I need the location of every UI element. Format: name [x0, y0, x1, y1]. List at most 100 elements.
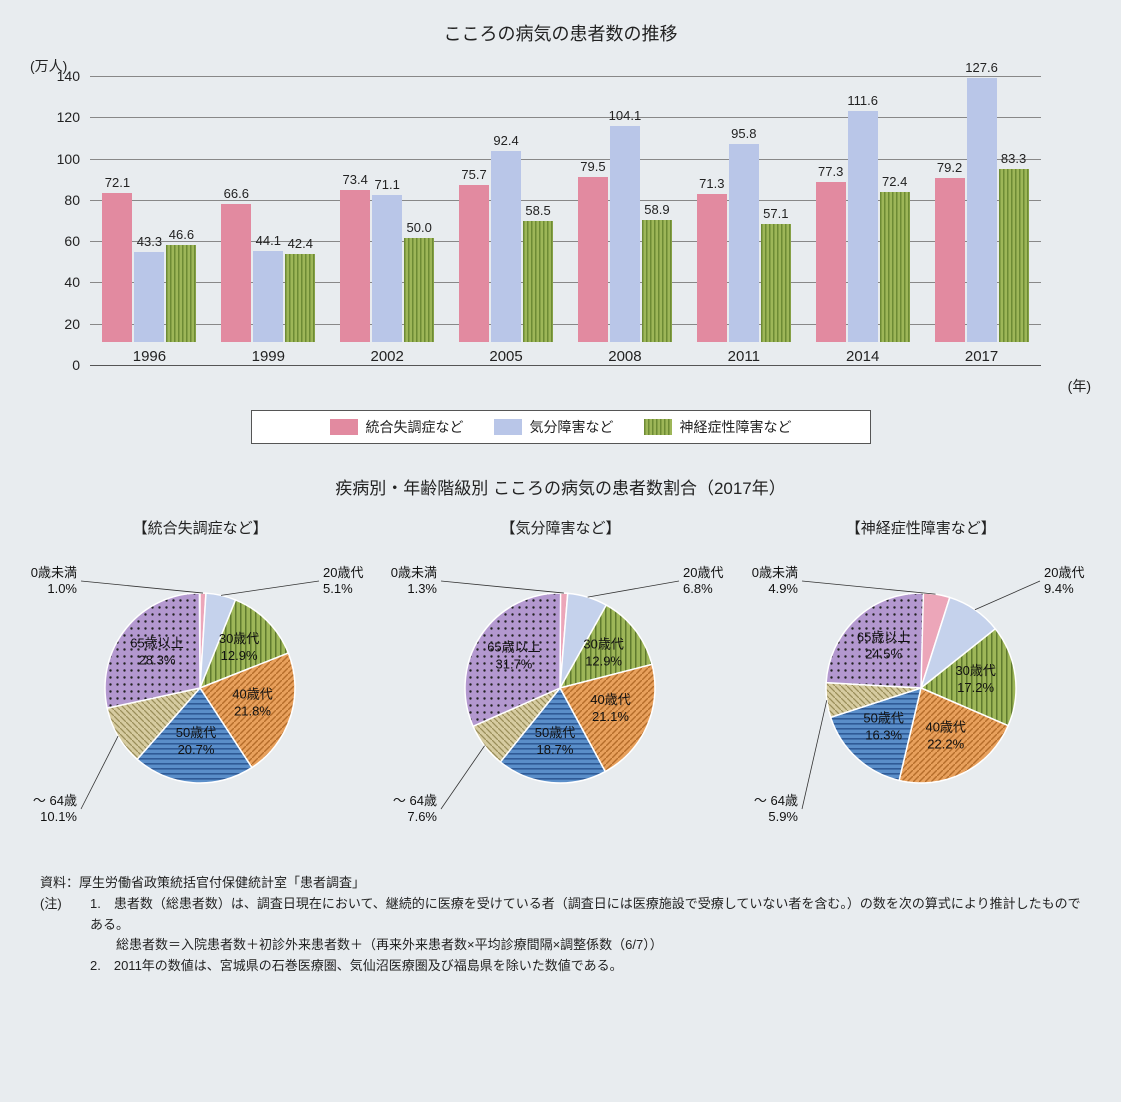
pie-label: 16.3%	[865, 728, 902, 743]
x-tick: 2014	[813, 348, 913, 365]
x-tick: 2005	[456, 348, 556, 365]
pie-label: 50歳代	[176, 725, 216, 740]
pie-label: 7.6%	[408, 809, 438, 824]
bar-value: 104.1	[609, 108, 642, 123]
bar-group: 72.143.346.61996	[100, 52, 200, 365]
bar: 95.8	[729, 144, 759, 342]
pie-label: 50歳代	[863, 711, 903, 726]
bar-value: 58.9	[644, 202, 669, 217]
note-line: 1. 患者数（総患者数）は、調査日現在において、継続的に医療を受けている者（調査…	[90, 894, 1081, 936]
bar: 79.5	[578, 177, 608, 342]
bar: 72.4	[880, 192, 910, 342]
pie-label: 20歳代	[683, 565, 723, 580]
bar: 42.4	[285, 254, 315, 342]
bar: 92.4	[491, 151, 521, 342]
pie-label: 9.4%	[1044, 581, 1074, 596]
pie-label: 60 ～ 64歳	[390, 793, 437, 808]
bar: 44.1	[253, 251, 283, 342]
bar-value: 58.5	[525, 203, 550, 218]
bar-value: 42.4	[288, 236, 313, 251]
pie-title: 【統合失調症など】	[20, 517, 380, 538]
bar-value: 83.3	[1001, 151, 1026, 166]
x-tick: 2008	[575, 348, 675, 365]
pie-label: 40歳代	[591, 692, 631, 707]
bar: 104.1	[610, 126, 640, 342]
pie-chart: 【神経症性障害など】20歳未満4.9%20歳代9.4%30歳代17.2%40歳代…	[741, 517, 1101, 853]
legend-label: 統合失調症など	[366, 417, 464, 437]
pie-label: 18.7%	[537, 742, 574, 757]
pie-label: 21.8%	[234, 704, 271, 719]
pie-label: 10.1%	[40, 809, 77, 824]
bar-value: 73.4	[343, 172, 368, 187]
pie-label: 65歳以上	[857, 629, 910, 644]
bar-group: 66.644.142.41999	[218, 52, 318, 365]
pie-label: 28.3%	[139, 653, 176, 668]
pie-title: 【気分障害など】	[380, 517, 740, 538]
bar-legend: 統合失調症など 気分障害など 神経症性障害など	[251, 410, 871, 444]
bar: 83.3	[999, 169, 1029, 342]
x-tick: 1999	[218, 348, 318, 365]
bar-value: 43.3	[137, 234, 162, 249]
pie-label: 20歳代	[1044, 565, 1084, 580]
pie-label: 24.5%	[865, 646, 902, 661]
bar-value: 71.3	[699, 176, 724, 191]
pie-label: 20.7%	[178, 742, 215, 757]
legend-label: 神経症性障害など	[680, 417, 792, 437]
y-tick: 60	[40, 233, 80, 249]
bar-value: 46.6	[169, 227, 194, 242]
pie-label: 6.8%	[683, 581, 713, 596]
bar-value: 79.5	[580, 159, 605, 174]
bar: 127.6	[967, 78, 997, 342]
bar-value: 79.2	[937, 160, 962, 175]
bar-value: 72.1	[105, 175, 130, 190]
pie-label: 30歳代	[219, 631, 259, 646]
pie-label: 60 ～ 64歳	[30, 793, 77, 808]
note-header: (注)	[40, 894, 90, 977]
bar-value: 66.6	[224, 186, 249, 201]
pie-label: 60 ～ 64歳	[751, 793, 798, 808]
pie-label: 1.3%	[408, 581, 438, 596]
pie-label: 5.9%	[768, 809, 798, 824]
bar-value: 127.6	[965, 60, 998, 75]
legend-item: 神経症性障害など	[644, 417, 792, 437]
x-tick: 2002	[337, 348, 437, 365]
pie-label: 30歳代	[955, 663, 995, 678]
bar-value: 75.7	[461, 167, 486, 182]
bar: 71.1	[372, 195, 402, 342]
legend-item: 統合失調症など	[330, 417, 464, 437]
bar: 66.6	[221, 204, 251, 342]
pie-label: 50歳代	[535, 725, 575, 740]
bar-group: 73.471.150.02002	[337, 52, 437, 365]
legend-label: 気分障害など	[530, 417, 614, 437]
pie-label: 40歳代	[232, 687, 272, 702]
bar-chart-title: こころの病気の患者数の推移	[20, 20, 1101, 46]
legend-swatch	[644, 419, 672, 435]
y-tick: 120	[40, 109, 80, 125]
bar-group: 79.2127.683.32017	[932, 52, 1032, 365]
pie-label: 17.2%	[957, 680, 994, 695]
y-tick: 100	[40, 151, 80, 167]
pie-section-title: 疾病別・年齢階級別 こころの病気の患者数割合（2017年）	[20, 474, 1101, 499]
y-tick: 80	[40, 192, 80, 208]
bar-group: 71.395.857.12011	[694, 52, 794, 365]
bar-value: 92.4	[493, 133, 518, 148]
legend-item: 気分障害など	[494, 417, 614, 437]
bar-value: 57.1	[763, 206, 788, 221]
bar-value: 111.6	[847, 93, 878, 108]
bar-group: 77.3 111.6 72.4 2014	[813, 52, 913, 365]
bar-group: 79.5104.158.92008	[575, 52, 675, 365]
pie-label: 20歳未満	[751, 565, 798, 580]
pie-label: 5.1%	[323, 581, 353, 596]
bar: 50.0	[404, 238, 434, 342]
bar-value: 71.1	[375, 177, 400, 192]
pie-label: 20歳未満	[30, 565, 77, 580]
footnotes: 資料：厚生労働省政策統括官付保健統計室「患者調査」 (注) 1. 患者数（総患者…	[20, 873, 1101, 977]
x-tick: 2017	[932, 348, 1032, 365]
bar-value: 44.1	[256, 233, 281, 248]
bar-chart: (万人) 02040608010012014072.143.346.619966…	[20, 56, 1101, 396]
pie-label: 20歳未満	[390, 565, 437, 580]
bar-value: 77.3	[818, 164, 843, 179]
pie-label: 30歳代	[584, 636, 624, 651]
pie-label: 12.9%	[586, 653, 623, 668]
bar-value: 95.8	[731, 126, 756, 141]
